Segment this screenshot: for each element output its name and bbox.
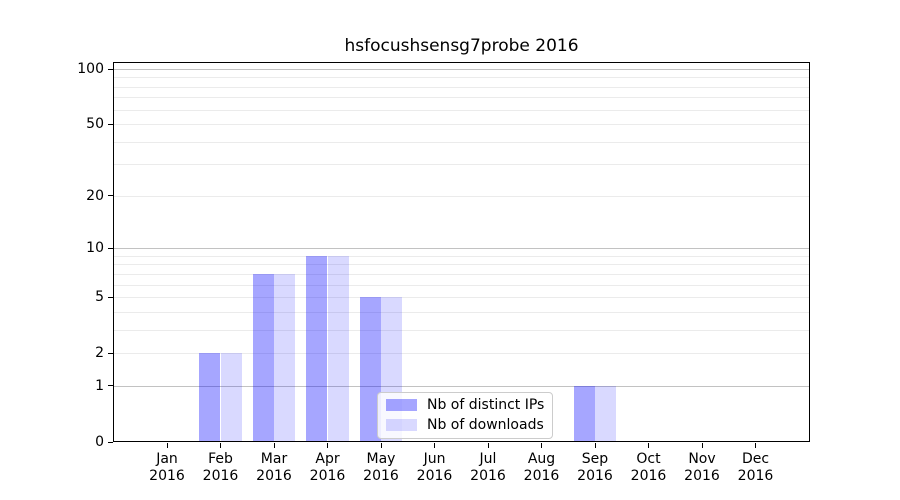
x-tick-month: Oct (636, 451, 661, 467)
gridline-minor (114, 124, 809, 126)
x-tick-label: Mar 2016 (238, 451, 310, 485)
legend-swatch-downloads-icon (386, 419, 417, 431)
x-tick-mark (327, 443, 328, 448)
x-tick-mark (701, 443, 703, 448)
x-tick-month: Sep (581, 451, 609, 467)
bar-nb-of-downloads-mar (274, 273, 296, 441)
bar-nb-of-downloads-apr (327, 255, 349, 441)
x-tick-mark (380, 443, 382, 448)
x-tick-mark (755, 443, 756, 448)
x-tick-label: Jun 2016 (399, 451, 471, 485)
y-tick-label: 50 (86, 116, 104, 133)
legend-swatch-distinct-ips-icon (386, 399, 417, 411)
x-tick-month: Feb (208, 451, 233, 467)
y-tick-label: 5 (95, 289, 104, 306)
x-tick-mark (434, 443, 435, 448)
legend-item-downloads: Nb of downloads (386, 417, 544, 433)
legend-label-distinct-ips: Nb of distinct IPs (427, 397, 545, 413)
y-tick-label: 0 (95, 434, 104, 450)
gridline-minor (114, 284, 809, 286)
bar-nb-of-distinct-ips-may (359, 297, 381, 441)
x-tick-year: 2016 (309, 468, 346, 484)
x-tick-label: Aug 2016 (506, 451, 578, 485)
x-tick-month: May (366, 451, 396, 467)
x-tick-mark (220, 443, 221, 448)
x-tick-label: Jul 2016 (452, 451, 524, 485)
gridline-major (114, 248, 809, 250)
x-tick-year: 2016 (684, 468, 720, 484)
x-tick-year: 2016 (149, 468, 185, 484)
x-tick-year: 2016 (523, 468, 560, 484)
bar-nb-of-downloads-sep (595, 385, 617, 441)
x-tick-label: Sep 2016 (559, 451, 631, 485)
gridline-minor (114, 255, 809, 257)
y-tick-label: 10 (86, 240, 104, 257)
gridline-minor (114, 311, 809, 313)
x-tick-label: May 2016 (345, 451, 417, 485)
x-tick-year: 2016 (470, 468, 506, 484)
bar-nb-of-downloads-feb (220, 353, 242, 441)
y-tick-label: 100 (77, 61, 104, 77)
x-tick-mark (487, 443, 489, 448)
x-tick-mark (166, 443, 168, 448)
gridline-minor (114, 195, 809, 197)
gridline-minor (114, 353, 809, 355)
x-tick-year: 2016 (363, 468, 399, 484)
gridline-minor (114, 297, 809, 299)
gridline-major (114, 69, 809, 70)
gridline-minor (114, 109, 809, 111)
y-tick-label: 1 (95, 377, 104, 394)
legend: Nb of distinct IPs Nb of downloads (377, 392, 554, 439)
x-tick-mark (273, 443, 275, 448)
x-tick-month: Jan (156, 451, 178, 467)
x-tick-month: Nov (688, 451, 716, 467)
x-tick-year: 2016 (737, 468, 774, 484)
gridline-minor (114, 77, 809, 79)
x-tick-month: Jul (479, 451, 497, 467)
x-tick-mark (594, 443, 596, 448)
bar-nb-of-distinct-ips-feb (199, 353, 221, 441)
x-tick-year: 2016 (416, 468, 453, 484)
x-tick-year: 2016 (256, 468, 292, 484)
gridline-minor (114, 86, 809, 88)
x-tick-month: Aug (527, 451, 556, 467)
x-tick-label: Oct 2016 (613, 451, 685, 485)
x-tick-month: Apr (315, 451, 340, 467)
x-tick-month: Jun (423, 451, 446, 467)
x-tick-month: Mar (260, 451, 288, 467)
gridline-minor (114, 164, 809, 166)
bar-nb-of-distinct-ips-sep (573, 385, 595, 441)
x-tick-month: Dec (741, 451, 770, 467)
bar-nb-of-distinct-ips-mar (252, 273, 274, 441)
gridline-minor (114, 273, 809, 275)
x-tick-label: Feb 2016 (185, 451, 257, 485)
plot-area (113, 62, 810, 442)
x-tick-label: Jan 2016 (131, 451, 203, 485)
x-tick-year: 2016 (630, 468, 667, 484)
x-tick-mark (648, 443, 649, 448)
x-tick-label: Apr 2016 (292, 451, 364, 485)
chart-title: hsfocushsensg7probe 2016 (344, 36, 579, 56)
y-tick-label: 2 (95, 345, 104, 362)
legend-label-downloads: Nb of downloads (427, 417, 544, 433)
gridline-major (114, 385, 809, 387)
gridline-minor (114, 329, 809, 331)
gridline-minor (114, 264, 809, 266)
bar-nb-of-distinct-ips-apr (306, 255, 328, 441)
gridline-minor (114, 141, 809, 143)
gridline-minor (114, 97, 809, 99)
legend-item-distinct-ips: Nb of distinct IPs (386, 397, 544, 413)
x-tick-mark (541, 443, 542, 448)
x-tick-year: 2016 (202, 468, 239, 484)
x-tick-label: Dec 2016 (720, 451, 792, 485)
x-tick-label: Nov 2016 (666, 451, 738, 485)
x-tick-year: 2016 (577, 468, 613, 484)
y-tick-label: 20 (86, 187, 104, 204)
